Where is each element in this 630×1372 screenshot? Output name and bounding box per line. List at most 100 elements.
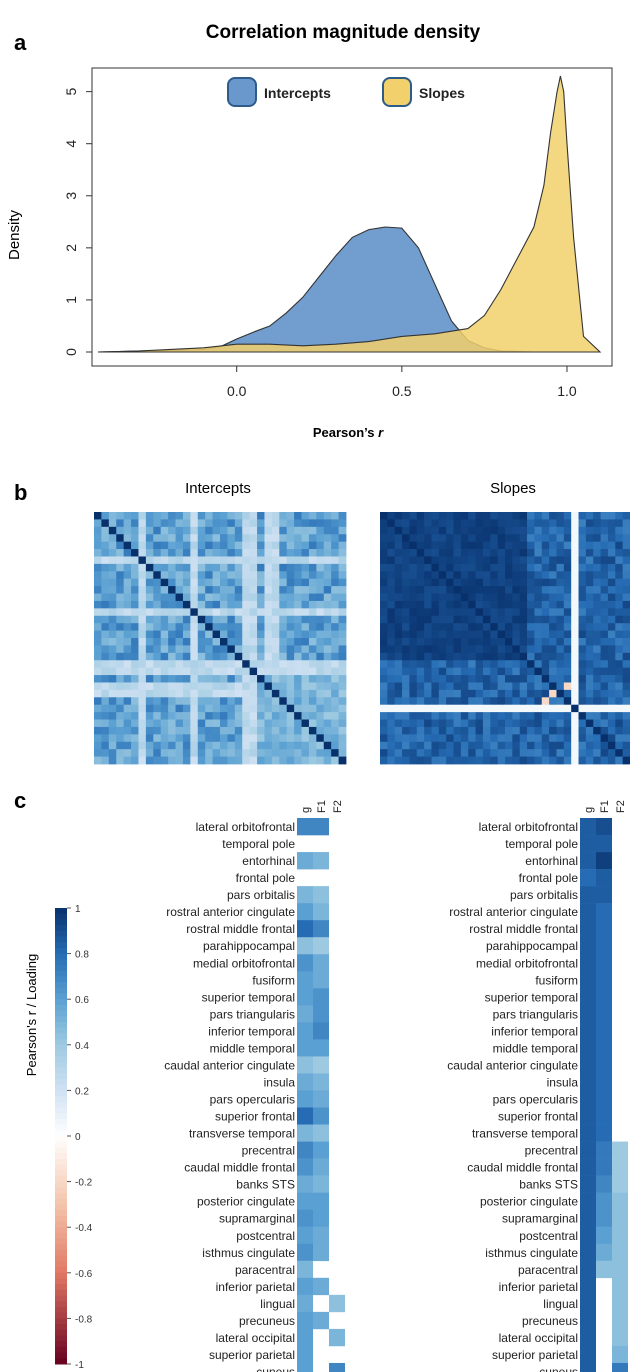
heatmap-cell — [578, 549, 587, 557]
heatmap-cell — [460, 697, 469, 706]
heatmap-cell — [534, 600, 543, 609]
heatmap-cell — [387, 519, 396, 528]
heatmap-cell — [607, 749, 616, 757]
heatmap-cell — [264, 667, 273, 676]
heatmap-cell — [294, 563, 302, 572]
heatmap-cell — [182, 697, 191, 706]
heatmap-cell — [563, 697, 572, 706]
heatmap-cell — [585, 534, 594, 543]
heatmap-cell — [131, 593, 139, 602]
heatmap-cell — [527, 660, 535, 669]
heatmap-cell — [468, 675, 476, 683]
loading-cell — [313, 937, 329, 955]
heatmap-cell — [549, 734, 557, 743]
heatmap-cell — [197, 578, 206, 587]
heatmap-cell — [190, 741, 199, 750]
heatmap-cell — [490, 652, 499, 661]
heatmap-cell — [331, 571, 339, 580]
colorbar-segment — [55, 987, 67, 994]
heatmap-cell — [534, 593, 543, 602]
heatmap-cell — [593, 586, 601, 594]
heatmap-cell — [190, 623, 199, 631]
loading-column-label: g — [300, 807, 312, 813]
heatmap-cell — [424, 652, 432, 661]
heatmap-cell — [242, 719, 251, 728]
heatmap-cell — [131, 689, 139, 698]
heatmap-cell — [138, 512, 147, 520]
heatmap-cell — [168, 593, 176, 602]
heatmap-cell — [416, 512, 425, 520]
loading-cell — [329, 1294, 345, 1313]
loading-cell — [297, 1005, 313, 1023]
heatmap-cell — [101, 667, 110, 676]
heatmap-cell — [505, 563, 513, 572]
heatmap-cell — [600, 712, 609, 720]
heatmap-cell — [512, 734, 521, 743]
heatmap-cell — [615, 556, 624, 565]
heatmap-cell — [264, 704, 273, 713]
heatmap-cell — [116, 571, 125, 580]
heatmap-cell — [123, 615, 132, 624]
heatmap-cell — [519, 556, 528, 565]
colorbar-tick-label: 0.8 — [75, 950, 89, 961]
heatmap-cell — [578, 719, 587, 728]
heatmap-cell — [220, 541, 228, 550]
heatmap-cell — [205, 749, 213, 757]
heatmap-cell — [294, 534, 302, 543]
heatmap-cell — [460, 600, 469, 609]
heatmap-cell — [563, 682, 572, 691]
heatmap-cell — [227, 697, 236, 706]
heatmap-cell — [438, 556, 447, 565]
heatmap-cell — [205, 526, 213, 535]
heatmap-cell — [101, 712, 110, 720]
colorbar-segment — [55, 959, 67, 966]
heatmap-cell — [205, 704, 213, 713]
heatmap-cell — [116, 749, 125, 757]
colorbar-segment — [55, 982, 67, 989]
heatmap-cell — [622, 578, 630, 587]
heatmap-cell — [331, 578, 339, 587]
heatmap-cell — [482, 675, 491, 683]
heatmap-cell — [416, 593, 425, 602]
heatmap-cell — [160, 667, 169, 676]
heatmap-cell — [227, 600, 236, 609]
heatmap-cell — [394, 645, 403, 654]
heatmap-cell — [534, 756, 543, 765]
heatmap-cell — [446, 756, 454, 765]
heatmap-cell — [294, 726, 302, 735]
heatmap-cell — [331, 697, 339, 706]
heatmap-cell — [431, 600, 440, 609]
heatmap-cell — [301, 600, 310, 609]
heatmap-cell — [563, 675, 572, 683]
heatmap-cell — [585, 734, 594, 743]
heatmap-cell — [482, 600, 491, 609]
heatmap-cell — [607, 667, 616, 676]
heatmap-cell — [556, 726, 565, 735]
heatmap-cell — [607, 586, 616, 594]
heatmap-cell — [409, 541, 418, 550]
heatmap-cell — [138, 615, 147, 624]
heatmap-cell — [331, 689, 339, 698]
heatmap-cell — [563, 638, 572, 646]
heatmap-cell — [490, 749, 499, 757]
heatmap-cell — [593, 712, 601, 720]
heatmap-cell — [257, 704, 265, 713]
colorbar-segment — [55, 1090, 67, 1097]
heatmap-cell — [182, 556, 191, 565]
heatmap-cell — [416, 756, 425, 765]
heatmap-cell — [308, 689, 317, 698]
heatmap-cell — [402, 526, 410, 535]
heatmap-cell — [622, 675, 630, 683]
heatmap-cell — [308, 571, 317, 580]
region-label: pars opercularis — [493, 1093, 578, 1107]
heatmap-cell — [294, 675, 302, 683]
heatmap-cell — [416, 704, 425, 713]
heatmap-cell — [380, 734, 388, 743]
heatmap-cell — [424, 512, 432, 520]
heatmap-cell — [212, 712, 221, 720]
colorbar-segment — [55, 993, 67, 1000]
heatmap-cell — [316, 571, 325, 580]
heatmap-cell — [453, 719, 462, 728]
heatmap-cell — [585, 689, 594, 698]
